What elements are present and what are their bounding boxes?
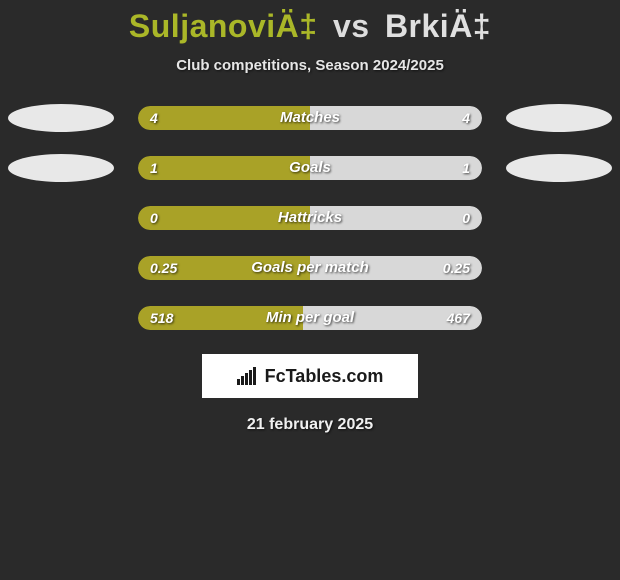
bar-chart-icon (237, 367, 259, 385)
vs-separator: vs (333, 8, 370, 44)
comparison-title: SuljanoviÄ‡ vs BrkiÄ‡ (0, 0, 620, 45)
stat-bar: 518467Min per goal (138, 306, 482, 330)
brand-text: FcTables.com (265, 366, 384, 387)
brand-badge: FcTables.com (202, 354, 418, 398)
stat-value-left: 518 (150, 306, 173, 330)
stat-value-left: 0.25 (150, 256, 177, 280)
player2-photo-placeholder (506, 104, 612, 132)
stat-value-left: 1 (150, 156, 158, 180)
stat-bar-left (138, 206, 310, 230)
stat-value-left: 4 (150, 106, 158, 130)
player1-photo-placeholder (8, 204, 114, 232)
stat-bar-right (310, 206, 482, 230)
player2-photo-placeholder (506, 304, 612, 332)
stat-row: 518467Min per goal (0, 304, 620, 332)
stat-value-right: 467 (447, 306, 470, 330)
player1-photo-placeholder (8, 304, 114, 332)
stat-row: 00Hattricks (0, 204, 620, 232)
stat-value-left: 0 (150, 206, 158, 230)
player2-name: BrkiÄ‡ (385, 8, 491, 44)
stat-bar: 11Goals (138, 156, 482, 180)
stats-container: 44Matches11Goals00Hattricks0.250.25Goals… (0, 104, 620, 332)
stat-value-right: 1 (462, 156, 470, 180)
stat-value-right: 0 (462, 206, 470, 230)
stat-row: 11Goals (0, 154, 620, 182)
player2-photo-placeholder (506, 204, 612, 232)
subtitle: Club competitions, Season 2024/2025 (0, 57, 620, 74)
date-label: 21 february 2025 (0, 416, 620, 434)
stat-row: 44Matches (0, 104, 620, 132)
player1-photo-placeholder (8, 104, 114, 132)
player2-photo-placeholder (506, 154, 612, 182)
stat-bar-left (138, 156, 310, 180)
stat-row: 0.250.25Goals per match (0, 254, 620, 282)
stat-bar: 0.250.25Goals per match (138, 256, 482, 280)
player1-name: SuljanoviÄ‡ (129, 8, 318, 44)
stat-bar: 44Matches (138, 106, 482, 130)
stat-bar-right (310, 106, 482, 130)
stat-value-right: 0.25 (443, 256, 470, 280)
stat-bar-left (138, 106, 310, 130)
stat-value-right: 4 (462, 106, 470, 130)
player2-photo-placeholder (506, 254, 612, 282)
player1-photo-placeholder (8, 254, 114, 282)
player1-photo-placeholder (8, 154, 114, 182)
stat-bar-right (310, 156, 482, 180)
stat-bar: 00Hattricks (138, 206, 482, 230)
